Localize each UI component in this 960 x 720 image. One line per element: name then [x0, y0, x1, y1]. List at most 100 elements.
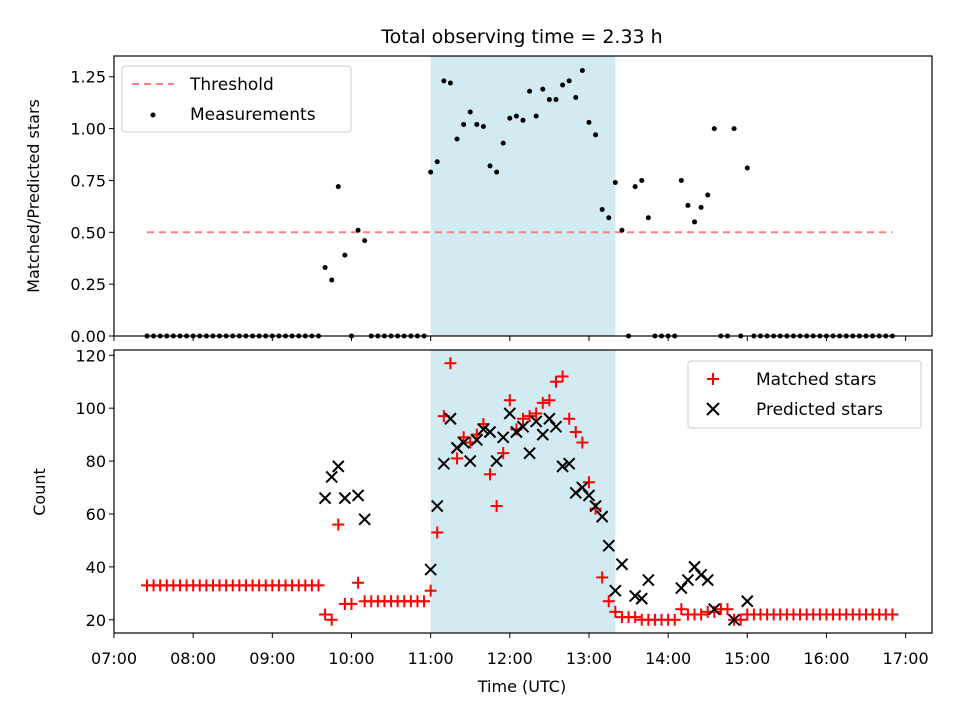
- measurement-point: [520, 117, 526, 123]
- predicted-star-point: [589, 499, 602, 513]
- predicted-x-b: [470, 433, 484, 447]
- predicted-x-b: [457, 436, 470, 449]
- predicted-x-b: [325, 470, 338, 484]
- measurement-point: [540, 86, 546, 92]
- legend-matched-label: Matched stars: [756, 370, 876, 390]
- x-tick-label: 07:00: [91, 649, 137, 668]
- x-tick-label: 16:00: [803, 649, 849, 668]
- predicted-x-b: [595, 510, 609, 523]
- x-axis-label: Time (UTC): [477, 677, 566, 696]
- matched-star-point: [734, 613, 747, 626]
- predicted-x-b: [602, 539, 615, 552]
- predicted-star-point: [602, 539, 615, 552]
- matched-star-point: [582, 476, 595, 489]
- matched-star-point: [596, 571, 609, 584]
- measurement-point: [705, 192, 711, 198]
- matched-star-point: [886, 608, 899, 621]
- legend-predicted-label: Predicted stars: [756, 400, 883, 420]
- predicted-star-point: [642, 573, 655, 587]
- measurement-point: [500, 140, 506, 146]
- predicted-star-point: [483, 425, 497, 439]
- measurement-point: [487, 163, 493, 169]
- measurement-point: [461, 121, 467, 127]
- legend-measurements-swatch: [150, 112, 156, 118]
- predicted-x-b: [497, 431, 510, 444]
- predicted-star-point: [318, 491, 332, 505]
- predicted-x-b: [490, 454, 503, 468]
- measurement-point: [692, 219, 698, 225]
- matched-star-point: [675, 603, 688, 616]
- matched-star-point: [695, 608, 708, 621]
- predicted-x-b: [523, 446, 536, 460]
- x-tick-label: 10:00: [328, 649, 374, 668]
- top-y-tick-label: 0.75: [70, 171, 106, 190]
- predicted-x-b: [338, 491, 352, 505]
- predicted-x-b: [549, 420, 563, 433]
- top-y-tick-label: 0.00: [70, 327, 106, 346]
- measurement-point: [362, 238, 368, 244]
- predicted-x-b: [464, 454, 477, 468]
- measurement-point: [612, 180, 618, 186]
- predicted-x-b: [437, 457, 451, 470]
- measurement-point: [606, 215, 612, 221]
- figure-title: Total observing time = 2.33 h: [380, 26, 662, 48]
- bottom-axes-frame: [113, 349, 933, 634]
- bottom-y-tick-label: 60: [86, 505, 106, 524]
- matched-star-point: [609, 605, 622, 618]
- measurement-point: [593, 132, 599, 138]
- measurement-point: [447, 80, 453, 86]
- predicted-x-b: [332, 460, 345, 473]
- predicted-star-point: [490, 454, 503, 468]
- predicted-x-b: [562, 457, 576, 470]
- predicted-star-point: [609, 584, 622, 597]
- x-tick-label: 15:00: [724, 649, 770, 668]
- matched-star-point: [629, 611, 642, 624]
- matched-star-point: [332, 518, 345, 531]
- legend-predicted-swatch: [706, 402, 720, 416]
- measurement-point: [698, 204, 704, 210]
- predicted-x-b: [424, 563, 437, 576]
- predicted-x-b: [483, 425, 497, 439]
- predicted-x-b: [351, 489, 365, 502]
- measurement-point: [480, 124, 486, 130]
- predicted-star-point: [529, 415, 543, 428]
- bottom-y-axis-label: Count: [30, 468, 49, 516]
- top-window-shade: [430, 56, 616, 336]
- bottom-y-tick-label: 120: [75, 346, 106, 365]
- measurement-point: [639, 177, 645, 183]
- matched-star-point: [530, 407, 543, 420]
- predicted-x-b: [741, 595, 754, 608]
- matched-star-point: [569, 425, 582, 438]
- bottom-x-axis: 07:00 08:00 09:00 10:00 11:00 12:00 13:00 14:00…: [91, 633, 929, 668]
- top-legend: Threshold Measurements: [121, 65, 352, 133]
- matched-star-point: [543, 394, 556, 407]
- predicted-star-point: [556, 460, 569, 473]
- measurement-point: [632, 184, 638, 190]
- measurement-point: [454, 136, 460, 142]
- predicted-x-b: [503, 407, 517, 420]
- x-tick-label: 12:00: [487, 649, 533, 668]
- predicted-x-b: [589, 499, 602, 513]
- predicted-x-b: [609, 584, 622, 597]
- matched-star-point: [490, 500, 503, 513]
- predicted-star-point: [358, 513, 371, 526]
- predicted-star-point: [424, 563, 437, 576]
- legend-threshold-label: Threshold: [189, 75, 274, 95]
- predicted-star-point: [615, 558, 629, 571]
- x-tick-label: 09:00: [249, 649, 295, 668]
- bottom-legend-box: [687, 360, 922, 429]
- predicted-star-point: [477, 423, 490, 436]
- predicted-star-point: [701, 573, 714, 587]
- measurement-point: [546, 97, 552, 103]
- matched-star-point: [431, 526, 444, 539]
- measurement-point: [467, 109, 473, 115]
- predicted-x-b: [536, 428, 549, 441]
- x-tick-label: 17:00: [883, 649, 929, 668]
- matched-star-point: [444, 357, 457, 370]
- legend-measurements-label: Measurements: [190, 105, 316, 125]
- measurement-point: [573, 94, 579, 100]
- matched-star-point: [312, 579, 325, 592]
- measurement-point: [335, 184, 341, 190]
- predicted-star-point: [536, 428, 549, 441]
- predicted-star-point: [708, 602, 721, 616]
